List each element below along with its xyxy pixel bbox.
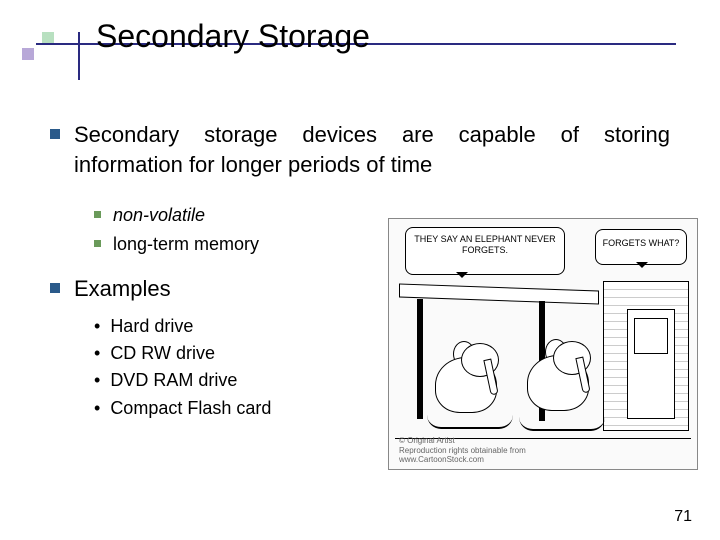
bullet-marker-icon [50, 283, 60, 293]
porch-roof [399, 284, 599, 305]
elephant-right [519, 337, 609, 427]
door [627, 309, 675, 419]
slide-title: Secondary Storage [96, 18, 370, 55]
cartoon-image: THEY SAY AN ELEPHANT NEVER FORGETS. FORG… [388, 218, 698, 470]
bullet-text: DVD RAM drive [110, 368, 237, 392]
page-number: 71 [674, 508, 692, 526]
bullet-text: Secondary storage devices are capable of… [74, 120, 670, 179]
bullet-text: long-term memory [113, 232, 259, 256]
bullet-marker-icon [94, 211, 101, 218]
bullet-text: Examples [74, 274, 171, 304]
bullet-level1: Secondary storage devices are capable of… [50, 120, 670, 179]
bullet-dot-icon: • [94, 396, 100, 420]
elephant-left [427, 339, 517, 425]
bullet-text: CD RW drive [110, 341, 215, 365]
bullet-text: non-volatile [113, 203, 205, 227]
rocking-chair [519, 417, 605, 431]
bullet-marker-icon [50, 129, 60, 139]
speech-bubble-2: FORGETS WHAT? [595, 229, 687, 265]
spacer [50, 189, 670, 203]
porch-post [417, 299, 423, 419]
slide: Secondary Storage Secondary storage devi… [0, 0, 720, 540]
credit-line: © Original Artist [399, 436, 455, 445]
decoration-square-purple [22, 48, 34, 60]
credit-line: www.CartoonStock.com [399, 455, 484, 464]
decoration-vertical-line [78, 32, 80, 80]
title-area: Secondary Storage [0, 0, 720, 90]
rocking-chair [427, 415, 513, 429]
cartoon-inner: THEY SAY AN ELEPHANT NEVER FORGETS. FORG… [389, 219, 697, 469]
door-panel [634, 318, 668, 354]
bullet-dot-icon: • [94, 368, 100, 392]
cartoon-credit: © Original Artist Reproduction rights ob… [399, 436, 526, 465]
bullet-dot-icon: • [94, 341, 100, 365]
speech-bubble-1: THEY SAY AN ELEPHANT NEVER FORGETS. [405, 227, 565, 275]
bullet-text: Hard drive [110, 314, 193, 338]
title-decoration [0, 32, 78, 80]
bullet-dot-icon: • [94, 314, 100, 338]
credit-line: Reproduction rights obtainable from [399, 446, 526, 455]
bullet-marker-icon [94, 240, 101, 247]
bullet-text: Compact Flash card [110, 396, 271, 420]
